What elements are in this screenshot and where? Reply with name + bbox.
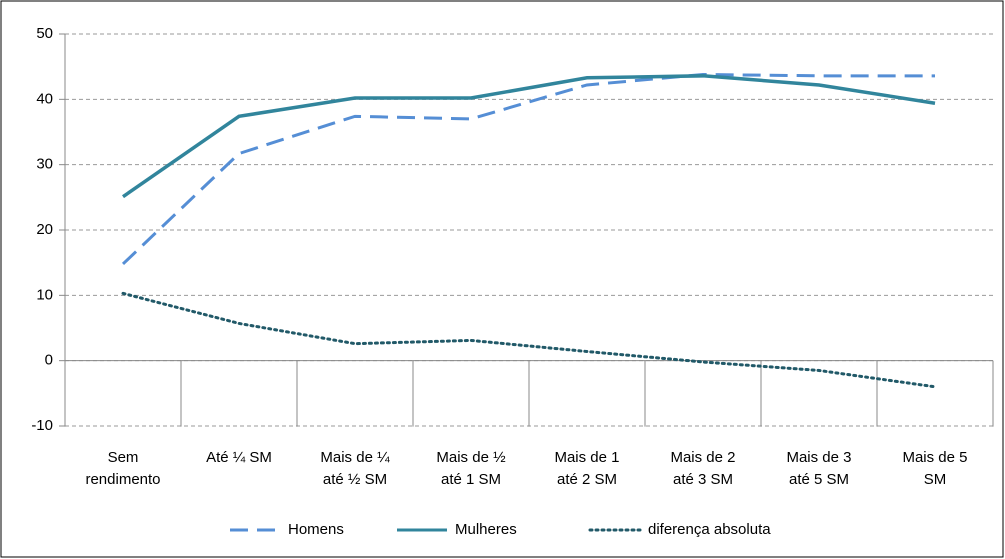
x-tick-label: Mais de 3: [786, 449, 851, 466]
y-tick-label: 20: [36, 221, 53, 238]
legend-label: Homens: [288, 521, 344, 538]
x-tick-label: até 1 SM: [441, 471, 501, 488]
y-tick-label: 10: [36, 286, 53, 303]
series-line: [121, 73, 935, 266]
y-tick-label: 40: [36, 90, 53, 107]
x-tick-label: até 3 SM: [673, 471, 733, 488]
x-tick-label: Sem: [108, 449, 139, 466]
legend-label: Mulheres: [455, 521, 517, 538]
x-tick-label: Mais de ¼: [320, 449, 390, 466]
x-tick-label: Mais de ½: [436, 449, 506, 466]
x-tick-label: SM: [924, 471, 947, 488]
x-tick-label: Mais de 1: [554, 449, 619, 466]
y-tick-label: 0: [45, 352, 53, 369]
x-tick-label: até 2 SM: [557, 471, 617, 488]
x-tick-label: Mais de 2: [670, 449, 735, 466]
x-tick-label: rendimento: [85, 471, 160, 488]
series-line: [122, 74, 936, 199]
x-tick-label: Até ¼ SM: [206, 449, 272, 466]
y-tick-label: 50: [36, 25, 53, 42]
x-tick-label: até 5 SM: [789, 471, 849, 488]
legend-label: diferença absoluta: [648, 521, 771, 538]
y-tick-label: 30: [36, 156, 53, 173]
x-tick-label: Mais de 5: [902, 449, 967, 466]
series-line: [121, 291, 937, 389]
x-tick-label: até ½ SM: [323, 471, 387, 488]
y-tick-label: -10: [31, 417, 53, 434]
